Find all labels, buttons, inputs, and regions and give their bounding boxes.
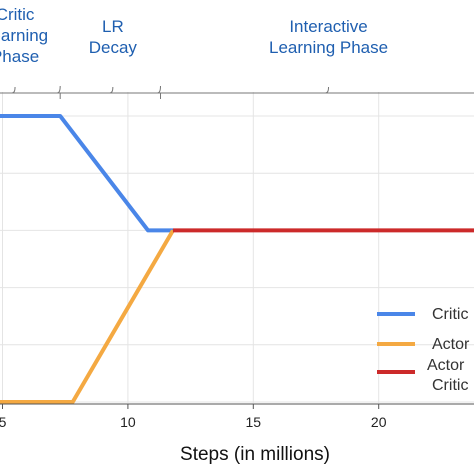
x-axis-title: Steps (in millions): [180, 444, 330, 465]
x-tick-label: 15: [246, 414, 262, 430]
legend-label: Actor: [427, 357, 465, 374]
phase-label-line: Interactive: [289, 17, 367, 36]
series-line-actor: [0, 229, 175, 404]
phase-label-line: LR: [102, 17, 124, 36]
phase-boundary-tick: [157, 85, 162, 99]
phase-label-tick: [11, 86, 16, 94]
series-lines: [0, 114, 474, 404]
phase-boundary-tick: [57, 85, 61, 99]
legend-label: Critic: [432, 377, 468, 394]
x-tick-label: 5: [0, 414, 7, 430]
x-axis: 5 10 15 20 Steps (in millions): [0, 403, 474, 465]
phase-label-tick: [109, 86, 114, 94]
phase-label-tick: [325, 86, 330, 94]
phase-label-line: Phase: [0, 47, 39, 66]
x-tick-label: 10: [120, 414, 136, 430]
grid: [0, 92, 474, 403]
legend-label: Actor: [432, 336, 470, 353]
phase-annotations: Critic Learning Phase LR Decay Interactive Lea…: [0, 5, 474, 99]
phase-label-line: Learning Phase: [269, 38, 388, 57]
series-line-critic: [0, 114, 173, 233]
phase-label-line: Critic: [0, 5, 35, 24]
legend-label: Critic: [432, 306, 468, 323]
phase-label-line: Decay: [89, 38, 138, 57]
phase-label-line: Learning: [0, 26, 48, 45]
x-tick-label: 20: [371, 414, 387, 430]
legend: Critic Actor Actor Critic: [377, 306, 470, 394]
